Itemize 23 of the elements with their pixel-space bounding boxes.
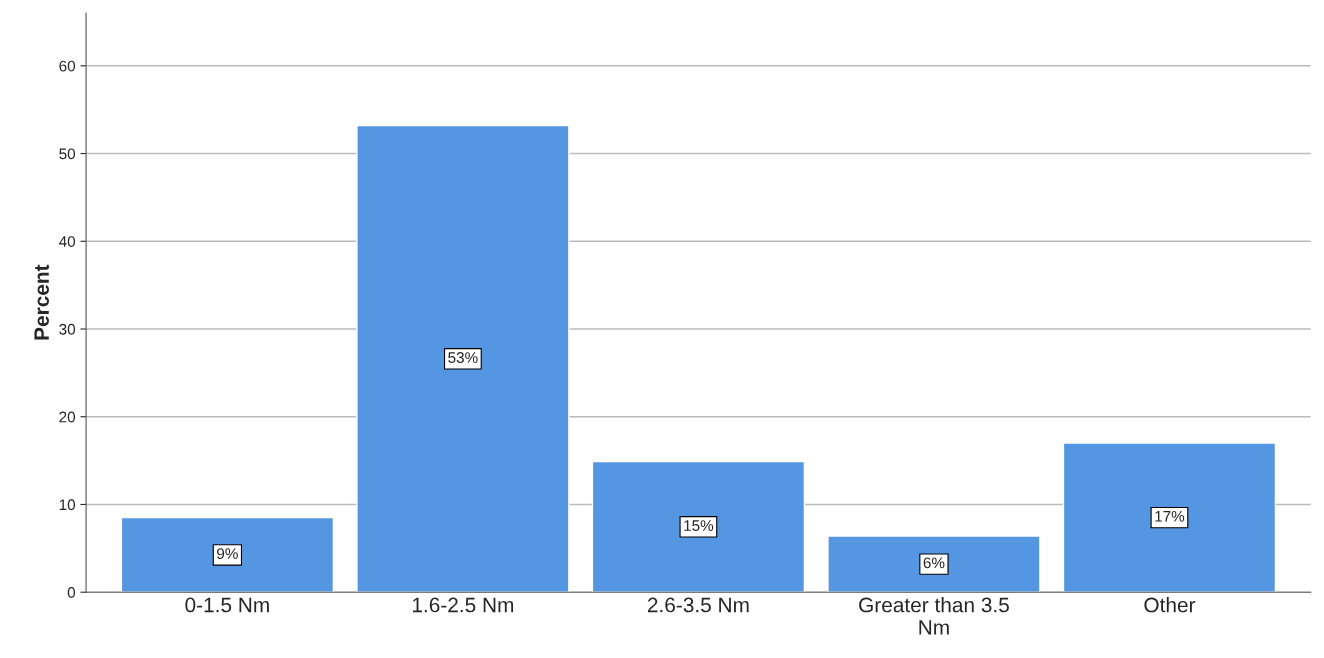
x-tick-label: 1.6-2.5 Nm: [412, 597, 514, 613]
bar: [356, 124, 570, 593]
y-tick-label: 20: [59, 411, 76, 423]
x-tick-label: 0-1.5 Nm: [185, 597, 269, 613]
bar: [1062, 442, 1277, 593]
data-label: 53%: [448, 352, 478, 363]
bar: [591, 460, 806, 593]
y-axis-title: Percent: [34, 264, 49, 340]
y-tick-label: 50: [59, 148, 76, 160]
x-tick-label: Greater than 3.5 Nm: [859, 597, 1009, 635]
data-label: 6%: [923, 557, 945, 569]
x-tick-label: Other: [1144, 597, 1196, 613]
y-tick-label: 10: [59, 499, 76, 511]
data-label: 9%: [217, 548, 238, 560]
x-tick-label: 2.6-3.5 Nm: [647, 597, 749, 613]
y-tick-label: 0: [67, 587, 76, 598]
y-tick-label: 30: [59, 323, 76, 335]
data-label: 15%: [684, 520, 714, 531]
data-label: 17%: [1155, 510, 1185, 522]
bar: [120, 516, 335, 593]
bar: [827, 535, 1041, 593]
y-tick-label: 60: [59, 60, 76, 72]
y-tick-label: 40: [59, 236, 76, 247]
